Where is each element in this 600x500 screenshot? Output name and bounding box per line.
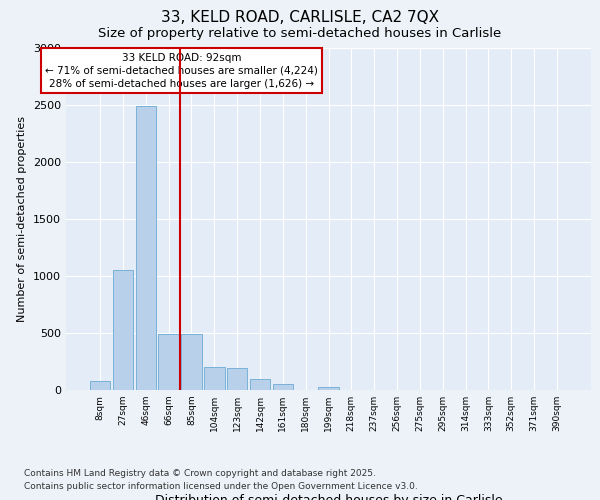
Y-axis label: Number of semi-detached properties: Number of semi-detached properties — [17, 116, 28, 322]
Bar — [227, 368, 247, 390]
Bar — [204, 367, 224, 390]
Text: 33 KELD ROAD: 92sqm
← 71% of semi-detached houses are smaller (4,224)
28% of sem: 33 KELD ROAD: 92sqm ← 71% of semi-detach… — [45, 52, 318, 89]
Bar — [113, 270, 133, 390]
Bar — [136, 106, 156, 390]
Text: Size of property relative to semi-detached houses in Carlisle: Size of property relative to semi-detach… — [98, 28, 502, 40]
Text: Contains public sector information licensed under the Open Government Licence v3: Contains public sector information licen… — [24, 482, 418, 491]
Bar — [90, 382, 110, 390]
X-axis label: Distribution of semi-detached houses by size in Carlisle: Distribution of semi-detached houses by … — [155, 494, 502, 500]
Bar — [272, 384, 293, 390]
Bar — [158, 334, 179, 390]
Text: 33, KELD ROAD, CARLISLE, CA2 7QX: 33, KELD ROAD, CARLISLE, CA2 7QX — [161, 10, 439, 25]
Bar — [318, 386, 339, 390]
Bar — [181, 334, 202, 390]
Bar — [250, 378, 270, 390]
Text: Contains HM Land Registry data © Crown copyright and database right 2025.: Contains HM Land Registry data © Crown c… — [24, 468, 376, 477]
